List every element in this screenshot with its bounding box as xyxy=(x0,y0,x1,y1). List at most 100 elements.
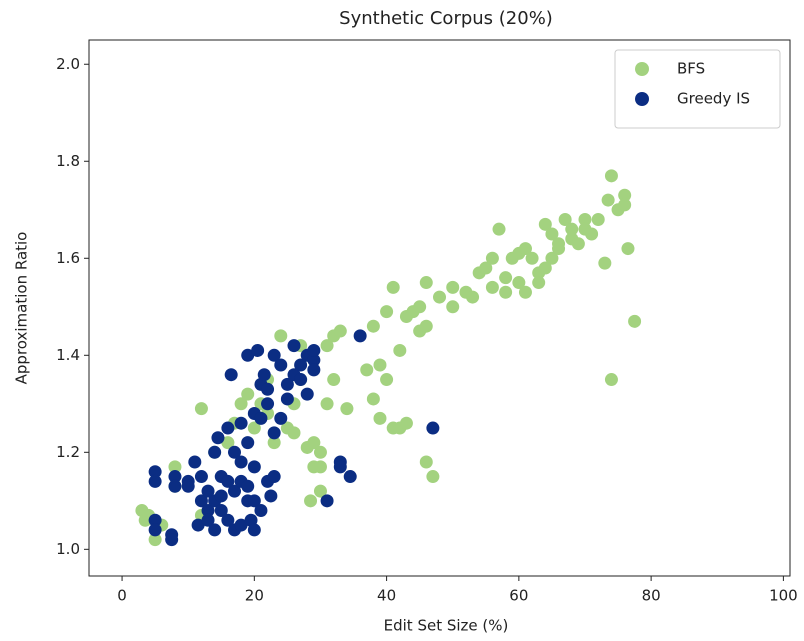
scatter-point xyxy=(366,392,380,406)
y-tick-label: 2.0 xyxy=(56,55,80,73)
scatter-point xyxy=(304,494,318,508)
scatter-point xyxy=(578,212,592,226)
scatter-point xyxy=(221,513,235,527)
scatter-point xyxy=(267,470,281,484)
scatter-point xyxy=(168,470,182,484)
scatter-point xyxy=(254,504,268,518)
scatter-point xyxy=(267,348,281,362)
x-axis-label: Edit Set Size (%) xyxy=(384,617,509,635)
scatter-point xyxy=(419,455,433,469)
y-tick-label: 1.0 xyxy=(56,540,80,558)
scatter-point xyxy=(148,533,162,547)
scatter-point xyxy=(565,222,579,236)
scatter-point xyxy=(571,237,585,251)
scatter-point xyxy=(287,339,301,353)
scatter-point xyxy=(380,373,394,387)
scatter-point xyxy=(208,445,222,459)
scatter-point xyxy=(618,188,632,202)
scatter-point xyxy=(247,460,261,474)
scatter-point xyxy=(254,411,268,425)
scatter-point xyxy=(261,397,275,411)
scatter-point xyxy=(621,242,635,256)
y-tick-label: 1.2 xyxy=(56,443,80,461)
scatter-point xyxy=(307,353,321,367)
scatter-point xyxy=(591,212,605,226)
scatter-point xyxy=(208,523,222,537)
scatter-point xyxy=(386,280,400,294)
y-tick-label: 1.6 xyxy=(56,249,80,267)
plot-frame xyxy=(88,39,791,577)
scatter-point xyxy=(479,261,493,275)
scatter-point xyxy=(307,363,321,377)
scatter-point xyxy=(538,261,552,275)
scatter-point xyxy=(518,285,532,299)
scatter-point xyxy=(333,324,347,338)
scatter-point xyxy=(373,411,387,425)
scatter-point xyxy=(241,348,255,362)
scatter-point xyxy=(168,479,182,493)
scatter-point xyxy=(426,470,440,484)
scatter-point xyxy=(446,280,460,294)
scatter-point xyxy=(313,445,327,459)
scatter-point xyxy=(214,504,228,518)
chart-title: Synthetic Corpus (20%) xyxy=(339,8,553,29)
scatter-point xyxy=(148,523,162,537)
scatter-point xyxy=(307,436,321,450)
legend-label: BFS xyxy=(677,60,705,78)
scatter-point xyxy=(251,343,265,357)
scatter-point xyxy=(148,513,162,527)
scatter-point xyxy=(499,271,513,285)
scatter-point xyxy=(214,489,228,503)
scatter-point xyxy=(247,494,261,508)
scatter-point xyxy=(234,397,248,411)
scatter-point xyxy=(165,533,179,547)
scatter-point xyxy=(274,411,288,425)
scatter-point xyxy=(241,479,255,493)
scatter-point xyxy=(261,382,275,396)
scatter-point xyxy=(433,290,446,304)
scatter-point xyxy=(280,392,294,406)
scatter-point xyxy=(201,484,215,498)
scatter-point xyxy=(257,368,271,382)
scatter-point xyxy=(538,217,552,231)
scatter-point xyxy=(274,329,288,343)
x-tick-label: 100 xyxy=(769,587,798,605)
scatter-point xyxy=(191,518,205,532)
scatter-point xyxy=(221,436,235,450)
scatter-point xyxy=(320,494,334,508)
scatter-point xyxy=(320,339,334,353)
scatter-point xyxy=(552,237,566,251)
x-tick-label: 80 xyxy=(642,587,661,605)
scatter-point xyxy=(380,305,394,319)
scatter-point xyxy=(618,198,632,212)
scatter-point xyxy=(604,169,618,183)
scatter-point xyxy=(194,494,208,508)
scatter-point xyxy=(413,300,427,314)
scatter-point xyxy=(545,251,559,265)
scatter-point xyxy=(545,227,559,241)
scatter-point xyxy=(353,329,367,343)
scatter-point xyxy=(426,421,440,435)
legend-box xyxy=(614,49,781,129)
scatter-point xyxy=(148,465,162,479)
scatter-point xyxy=(181,479,195,493)
scatter-point xyxy=(525,251,539,265)
scatter-point xyxy=(512,276,526,290)
legend-marker xyxy=(635,92,649,106)
scatter-point xyxy=(148,474,162,488)
scatter-point xyxy=(446,300,460,314)
scatter-point xyxy=(241,436,255,450)
scatter-point xyxy=(393,343,407,357)
scatter-point xyxy=(227,445,241,459)
scatter-point xyxy=(419,319,433,333)
scatter-point xyxy=(274,358,288,372)
legend-label: Greedy IS xyxy=(677,90,750,108)
scatter-point xyxy=(360,363,374,377)
scatter-point xyxy=(598,256,612,270)
x-tick-label: 40 xyxy=(377,587,396,605)
scatter-point xyxy=(300,387,314,401)
scatter-point xyxy=(224,368,238,382)
scatter-point xyxy=(287,426,301,440)
scatter-point xyxy=(194,470,208,484)
